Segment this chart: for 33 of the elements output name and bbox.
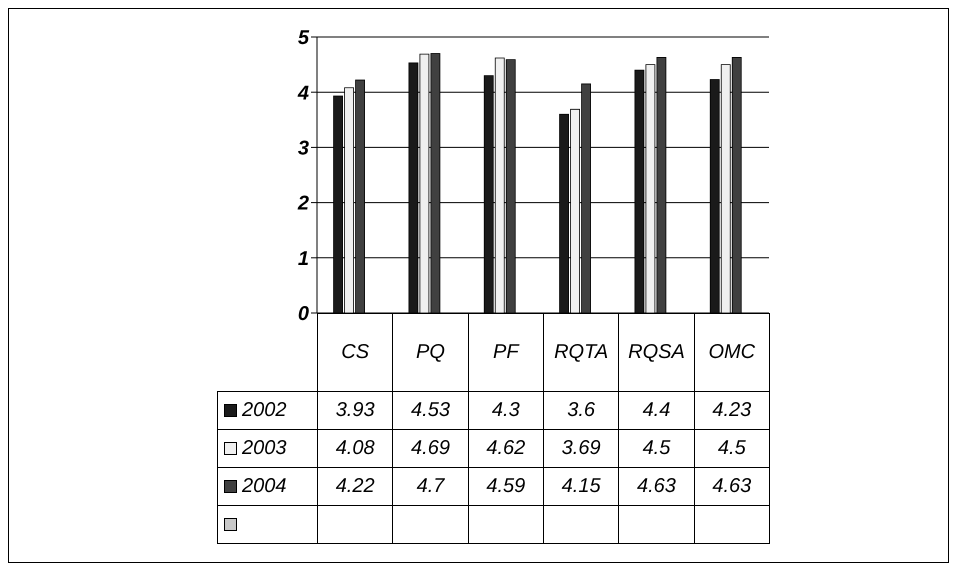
legend-label: 2004	[242, 475, 286, 497]
y-tick-label: 5	[298, 27, 310, 50]
legend-label: 2003	[242, 437, 286, 459]
x-tick-label: CS	[318, 314, 393, 392]
data-label: 4.63	[618, 468, 694, 506]
data-label: 4.08	[318, 430, 393, 468]
legend-label: 2002	[242, 399, 286, 421]
data-label: 4.7	[392, 468, 468, 506]
y-tick-label: 3	[298, 138, 309, 160]
x-tick-label: PQ	[392, 314, 468, 392]
x-tick-label: RQTA	[543, 314, 619, 392]
data-label: 4.5	[618, 430, 694, 468]
data-label: 4.69	[392, 430, 468, 468]
data-label: 4.15	[543, 468, 619, 506]
y-tick-label: 2	[296, 192, 309, 215]
data-label: 4.53	[392, 392, 468, 430]
y-tick-label: 1	[298, 248, 309, 270]
data-label: 4.22	[318, 468, 393, 506]
x-tick-label: OMC	[694, 314, 770, 392]
data-label: 4.4	[618, 392, 694, 430]
data-label: 4.63	[694, 468, 770, 506]
data-label: 4.23	[694, 392, 770, 430]
y-tick-label: 4	[296, 82, 309, 104]
data-label: 4.3	[468, 392, 544, 430]
data-label: 3.69	[543, 430, 619, 468]
x-tick-label: RQSA	[618, 314, 694, 392]
y-tick-label: 0	[298, 303, 309, 326]
data-label: 4.5	[694, 430, 770, 468]
data-label: 3.93	[318, 392, 393, 430]
data-label: 4.59	[468, 468, 544, 506]
data-label: 3.6	[543, 392, 619, 430]
data-label: 4.62	[468, 430, 544, 468]
x-tick-label: PF	[468, 314, 544, 392]
